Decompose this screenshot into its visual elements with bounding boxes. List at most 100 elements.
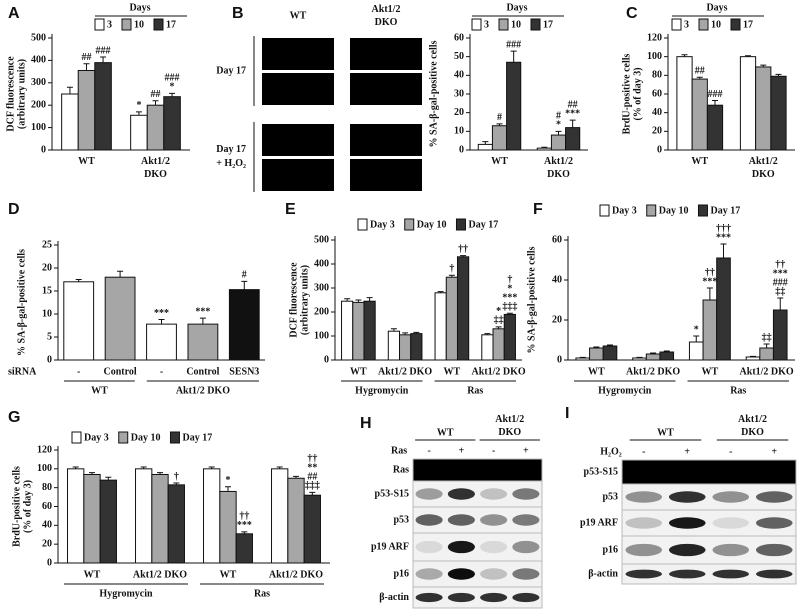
y-axis-label: (% of day 3) xyxy=(22,480,33,533)
error-bar xyxy=(555,130,562,136)
micrograph xyxy=(350,124,422,156)
error-bar xyxy=(309,491,316,496)
error-bar xyxy=(117,270,124,278)
significance-label: # xyxy=(497,112,502,123)
y-tick-label: 20 xyxy=(42,538,52,549)
error-bar xyxy=(437,291,444,293)
blot-strip xyxy=(621,459,797,485)
y-axis-label: (arbitrary units) xyxy=(16,59,27,129)
y-tick-label: 20 xyxy=(454,107,464,118)
row-label: Day 17 xyxy=(216,65,246,76)
x-tick-label: WT xyxy=(350,366,367,377)
row-label: siRNA xyxy=(8,366,37,377)
bar xyxy=(691,78,708,151)
significance-label: ‡‡ xyxy=(762,332,772,343)
group-label: Ras xyxy=(730,385,746,396)
significance-label: * xyxy=(507,283,512,294)
significance-label: *** xyxy=(502,292,517,303)
y-tick-label: 25 xyxy=(42,239,52,250)
bar xyxy=(445,276,458,361)
group-label-line: DKO xyxy=(498,427,521,438)
significance-label: ‡‡‡ xyxy=(305,481,320,492)
legend-title: Days xyxy=(506,2,527,13)
blot-band xyxy=(755,543,793,557)
group-label: Hygromycin xyxy=(355,385,409,396)
bar xyxy=(702,299,718,361)
legend-swatch xyxy=(530,18,541,31)
error-bar xyxy=(720,243,727,258)
legend-label: Day 10 xyxy=(131,432,161,443)
x-tick-label: WT xyxy=(84,569,101,580)
error-bar xyxy=(355,299,362,303)
legend-label: 3 xyxy=(484,19,489,30)
row-label: p16 xyxy=(393,568,409,579)
y-axis-label: % SA-β-gal-positive cells xyxy=(16,249,27,356)
significance-label: * xyxy=(694,324,699,335)
blot-band xyxy=(480,488,508,500)
panel-letter: I xyxy=(565,405,569,422)
significance-label: ### xyxy=(506,39,521,50)
x-tick-label: Akt1/2 DKO xyxy=(626,366,680,377)
bar xyxy=(303,494,321,564)
legend-swatch xyxy=(153,18,164,31)
x-tick-label: - xyxy=(77,366,80,377)
y-axis-label: (arbitrary units) xyxy=(299,265,310,335)
bar xyxy=(434,292,447,361)
bar xyxy=(203,468,221,564)
y-tick-label: 60 xyxy=(42,501,52,512)
bar xyxy=(387,330,401,361)
blot-band xyxy=(625,517,663,529)
blot-band xyxy=(415,488,443,500)
row-label-line: + H₂O₂ xyxy=(216,158,246,169)
error-bar xyxy=(241,280,248,290)
row-label: p19 ARF xyxy=(580,517,618,528)
x-tick-label-line: DKO xyxy=(144,169,167,180)
legend-label: Day 10 xyxy=(659,205,689,216)
significance-label: ‡‡ xyxy=(775,286,785,297)
x-tick-label-line: WT xyxy=(78,156,95,167)
legend-swatch xyxy=(404,218,415,231)
blot-band xyxy=(512,488,540,500)
blot-band xyxy=(512,568,540,580)
y-tick-label: 20 xyxy=(552,314,562,325)
bar xyxy=(688,341,704,361)
significance-label: # xyxy=(242,270,247,281)
y-tick-label: 0 xyxy=(657,144,662,155)
bar xyxy=(456,256,470,361)
y-tick-label: 0 xyxy=(41,144,46,155)
bar xyxy=(410,333,423,361)
y-axis-label: (% of day 3) xyxy=(632,67,643,120)
y-tick-label: 100 xyxy=(31,122,46,133)
y-tick-label: 0 xyxy=(47,557,52,568)
legend-swatch xyxy=(599,204,610,217)
error-bar xyxy=(510,50,517,63)
column-label: Akt1/2 DKO xyxy=(372,4,401,28)
error-bar xyxy=(173,482,180,485)
legend-label: Day 3 xyxy=(612,205,637,216)
significance-label: † xyxy=(449,264,454,275)
y-tick-label: 5 xyxy=(47,331,52,342)
row-label: β-actin xyxy=(379,592,409,603)
y-tick-label: 80 xyxy=(652,70,662,81)
micrograph xyxy=(262,159,334,191)
group-label: Akt1/2 DKO xyxy=(495,414,524,438)
bar xyxy=(219,490,237,564)
y-tick-label: 10 xyxy=(42,308,52,319)
y-tick-label: 80 xyxy=(42,482,52,493)
bar xyxy=(491,125,508,151)
error-bar xyxy=(158,319,165,325)
error-bar xyxy=(152,100,159,106)
significance-label: * xyxy=(496,306,501,317)
error-bar xyxy=(241,531,248,534)
error-bar xyxy=(593,346,600,348)
significance-label: *** xyxy=(154,308,169,319)
blot-strip xyxy=(412,532,543,562)
y-tick-label: 60 xyxy=(454,32,464,43)
y-tick-label: 120 xyxy=(37,444,52,455)
x-tick-label: Akt1/2 DKO xyxy=(749,156,778,180)
bar xyxy=(146,323,177,361)
y-tick-label: 400 xyxy=(31,55,46,66)
blot-band xyxy=(415,540,443,554)
bar xyxy=(163,96,181,151)
y-tick-label: 0 xyxy=(324,354,329,365)
